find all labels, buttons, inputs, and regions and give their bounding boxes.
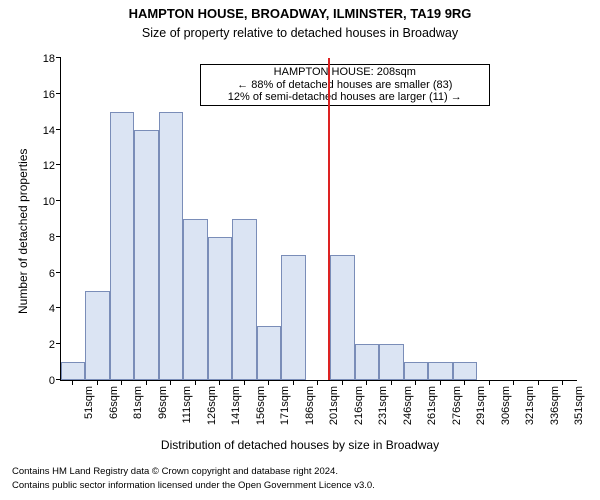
x-tick-label: 186sqm [304,380,316,436]
x-tick-label: 126sqm [206,380,218,436]
y-tick-mark [56,236,61,237]
x-tick-mark [366,380,367,385]
histogram-bar [355,344,379,380]
x-tick-label: 216sqm [353,380,365,436]
x-tick-mark [562,380,563,385]
x-tick-mark [195,380,196,385]
y-tick-label: 16 [25,89,61,101]
x-tick-label: 81sqm [132,380,144,436]
x-tick-label: 336sqm [549,380,561,436]
histogram-bar [61,362,85,380]
x-tick-label: 51sqm [83,380,95,436]
x-tick-mark [513,380,514,385]
footer-line-2: Contains public sector information licen… [12,480,375,491]
histogram-bar [159,112,183,380]
x-tick-label: 141sqm [230,380,242,436]
histogram-bar [208,237,232,380]
x-tick-mark [146,380,147,385]
x-axis-label: Distribution of detached houses by size … [0,438,600,452]
x-tick-label: 351sqm [573,380,585,436]
x-tick-mark [464,380,465,385]
y-tick-mark [56,129,61,130]
x-tick-label: 111sqm [181,380,193,436]
property-marker-line [328,58,330,380]
x-tick-mark [317,380,318,385]
x-tick-mark [72,380,73,385]
histogram-bar [183,219,207,380]
x-tick-mark [440,380,441,385]
annotation-box: HAMPTON HOUSE: 208sqm ← 88% of detached … [200,64,490,106]
y-tick-mark [56,307,61,308]
histogram-bar [257,326,281,380]
x-tick-mark [342,380,343,385]
annotation-line-1: HAMPTON HOUSE: 208sqm [205,66,485,79]
x-tick-mark [97,380,98,385]
histogram-bar [428,362,452,380]
x-tick-label: 276sqm [451,380,463,436]
x-tick-mark [415,380,416,385]
y-tick-mark [56,57,61,58]
footer-line-1: Contains HM Land Registry data © Crown c… [12,466,338,477]
x-tick-label: 171sqm [279,380,291,436]
y-tick-mark [56,200,61,201]
x-tick-label: 321sqm [524,380,536,436]
x-tick-label: 291sqm [475,380,487,436]
y-tick-label: 10 [25,196,61,208]
x-tick-mark [244,380,245,385]
annotation-line-2: ← 88% of detached houses are smaller (83… [205,79,485,92]
x-tick-label: 246sqm [402,380,414,436]
histogram-bar [110,112,134,380]
x-tick-mark [293,380,294,385]
x-tick-label: 201sqm [328,380,340,436]
chart-container: HAMPTON HOUSE, BROADWAY, ILMINSTER, TA19… [0,0,600,500]
y-tick-label: 0 [25,375,61,387]
x-tick-mark [121,380,122,385]
histogram-bar [330,255,354,380]
x-tick-mark [489,380,490,385]
y-tick-mark [56,272,61,273]
plot-area: HAMPTON HOUSE: 208sqm ← 88% of detached … [60,58,577,381]
x-tick-mark [170,380,171,385]
y-tick-mark [56,93,61,94]
histogram-bar [85,291,109,380]
x-tick-label: 156sqm [255,380,267,436]
y-tick-label: 6 [25,268,61,280]
y-tick-mark [56,343,61,344]
x-tick-label: 261sqm [426,380,438,436]
annotation-line-3: 12% of semi-detached houses are larger (… [205,91,485,104]
x-tick-label: 96sqm [157,380,169,436]
y-tick-label: 8 [25,232,61,244]
x-tick-mark [538,380,539,385]
x-tick-label: 231sqm [377,380,389,436]
chart-title-main: HAMPTON HOUSE, BROADWAY, ILMINSTER, TA19… [0,6,600,21]
histogram-bar [453,362,477,380]
y-tick-label: 2 [25,339,61,351]
histogram-bar [134,130,158,380]
histogram-bar [379,344,403,380]
histogram-bar [232,219,256,380]
y-tick-mark [56,164,61,165]
x-tick-label: 306sqm [500,380,512,436]
y-tick-label: 18 [25,53,61,65]
y-tick-label: 14 [25,125,61,137]
chart-title-sub: Size of property relative to detached ho… [0,26,600,40]
x-tick-mark [219,380,220,385]
x-tick-mark [391,380,392,385]
histogram-bar [281,255,305,380]
x-tick-mark [268,380,269,385]
x-tick-label: 66sqm [108,380,120,436]
y-tick-label: 12 [25,160,61,172]
y-tick-label: 4 [25,303,61,315]
histogram-bar [404,362,428,380]
